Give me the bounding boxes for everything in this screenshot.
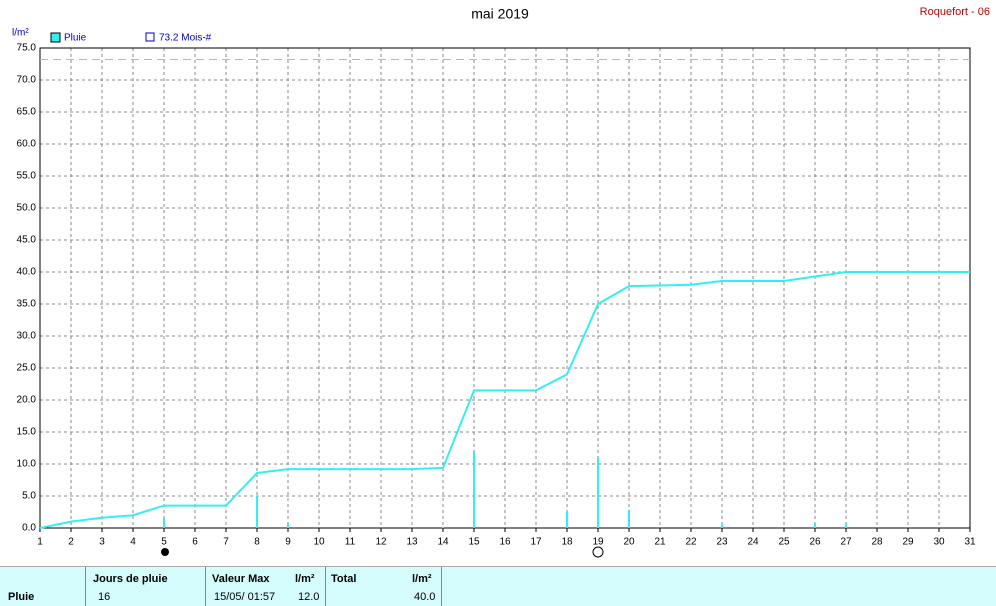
daily-bar <box>597 457 599 528</box>
x-tick-label: 9 <box>285 537 291 548</box>
y-tick-label: 60.0 <box>17 139 37 150</box>
x-tick-label: 22 <box>685 537 697 548</box>
x-tick-label: 18 <box>561 537 573 548</box>
x-tick-label: 3 <box>99 537 105 548</box>
x-tick-label: 12 <box>375 537 387 548</box>
summary-table: Pluie Jours de pluie Valeur Max l/m² Tot… <box>0 566 996 606</box>
daily-bar <box>845 523 847 528</box>
x-tick-label: 25 <box>778 537 790 548</box>
separator <box>441 567 442 606</box>
x-tick-label: 26 <box>809 537 821 548</box>
y-tick-label: 55.0 <box>17 171 37 182</box>
row-label: Pluie <box>8 591 35 603</box>
x-tick-label: 16 <box>499 537 511 548</box>
x-tick-label: 6 <box>192 537 198 548</box>
x-tick-label: 24 <box>747 537 759 548</box>
station: Roquefort - 06 <box>920 6 990 18</box>
x-tick-label: 7 <box>223 537 229 548</box>
legend-label: Pluie <box>64 33 87 44</box>
y-tick-label: 70.0 <box>17 75 37 86</box>
x-tick-label: 15 <box>468 537 480 548</box>
max-marker <box>592 546 604 558</box>
chart-title: mai 2019 <box>471 6 529 22</box>
y-tick-label: 25.0 <box>17 363 37 374</box>
x-tick-label: 19 <box>592 537 604 548</box>
x-tick-label: 13 <box>406 537 418 548</box>
header: Jours de pluie <box>93 573 168 585</box>
x-tick-label: 4 <box>130 537 136 548</box>
x-tick-label: 1 <box>37 537 43 548</box>
daily-bar <box>287 524 289 528</box>
daily-bar <box>442 526 444 528</box>
daily-bar <box>721 524 723 528</box>
y-tick-label: 75.0 <box>17 43 37 54</box>
separator <box>325 567 326 606</box>
header: Valeur Max <box>212 573 270 585</box>
legend-swatch <box>50 32 61 43</box>
daily-bar <box>256 495 258 528</box>
x-tick-label: 8 <box>254 537 260 548</box>
y-axis-label: l/m² <box>12 28 29 39</box>
x-tick-label: 5 <box>161 537 167 548</box>
cell: 16 <box>98 591 111 603</box>
daily-bar <box>814 523 816 528</box>
legend-swatch <box>145 32 155 42</box>
x-tick-label: 21 <box>654 537 666 548</box>
cell: 12.0 <box>298 591 320 603</box>
x-tick-label: 17 <box>530 537 542 548</box>
y-tick-label: 10.0 <box>17 459 37 470</box>
x-tick-label: 23 <box>716 537 728 548</box>
x-tick-label: 27 <box>840 537 852 548</box>
daily-bar <box>628 510 630 528</box>
y-tick-label: 65.0 <box>17 107 37 118</box>
y-tick-label: 20.0 <box>17 395 37 406</box>
min-marker <box>161 548 169 556</box>
header: Total <box>331 573 357 585</box>
y-tick-label: 35.0 <box>17 299 37 310</box>
y-tick-label: 50.0 <box>17 203 37 214</box>
y-tick-label: 15.0 <box>17 427 37 438</box>
chart: mai 2019 Roquefort - 06 l/m² Pluie 73.2 … <box>12 6 990 558</box>
legend-label: 73.2 Mois-# <box>159 33 212 44</box>
y-tick-label: 45.0 <box>17 235 37 246</box>
y-tick-label: 0.0 <box>22 523 36 534</box>
cumulative-line <box>39 271 970 529</box>
header: l/m² <box>295 573 315 585</box>
x-tick-label: 31 <box>964 537 976 548</box>
header: l/m² <box>412 573 432 585</box>
x-tick-label: 11 <box>345 537 356 548</box>
cell: 15/05/ 01:57 <box>214 591 276 603</box>
separator <box>205 567 206 606</box>
x-tick-label: 28 <box>871 537 883 548</box>
plot-frame <box>39 47 971 529</box>
y-tick-label: 5.0 <box>22 491 36 502</box>
daily-bar <box>473 451 475 528</box>
y-tick-label: 30.0 <box>17 331 37 342</box>
daily-bar <box>566 512 568 528</box>
x-tick-label: 20 <box>623 537 635 548</box>
daily-bar <box>163 518 165 528</box>
x-tick-label: 14 <box>437 537 449 548</box>
y-tick-label: 40.0 <box>17 267 37 278</box>
x-tick-label: 2 <box>68 537 74 548</box>
x-tick-label: 30 <box>933 537 945 548</box>
separator <box>85 567 86 606</box>
cell: 40.0 <box>414 591 436 603</box>
x-tick-label: 10 <box>313 537 325 548</box>
x-tick-label: 29 <box>902 537 914 548</box>
